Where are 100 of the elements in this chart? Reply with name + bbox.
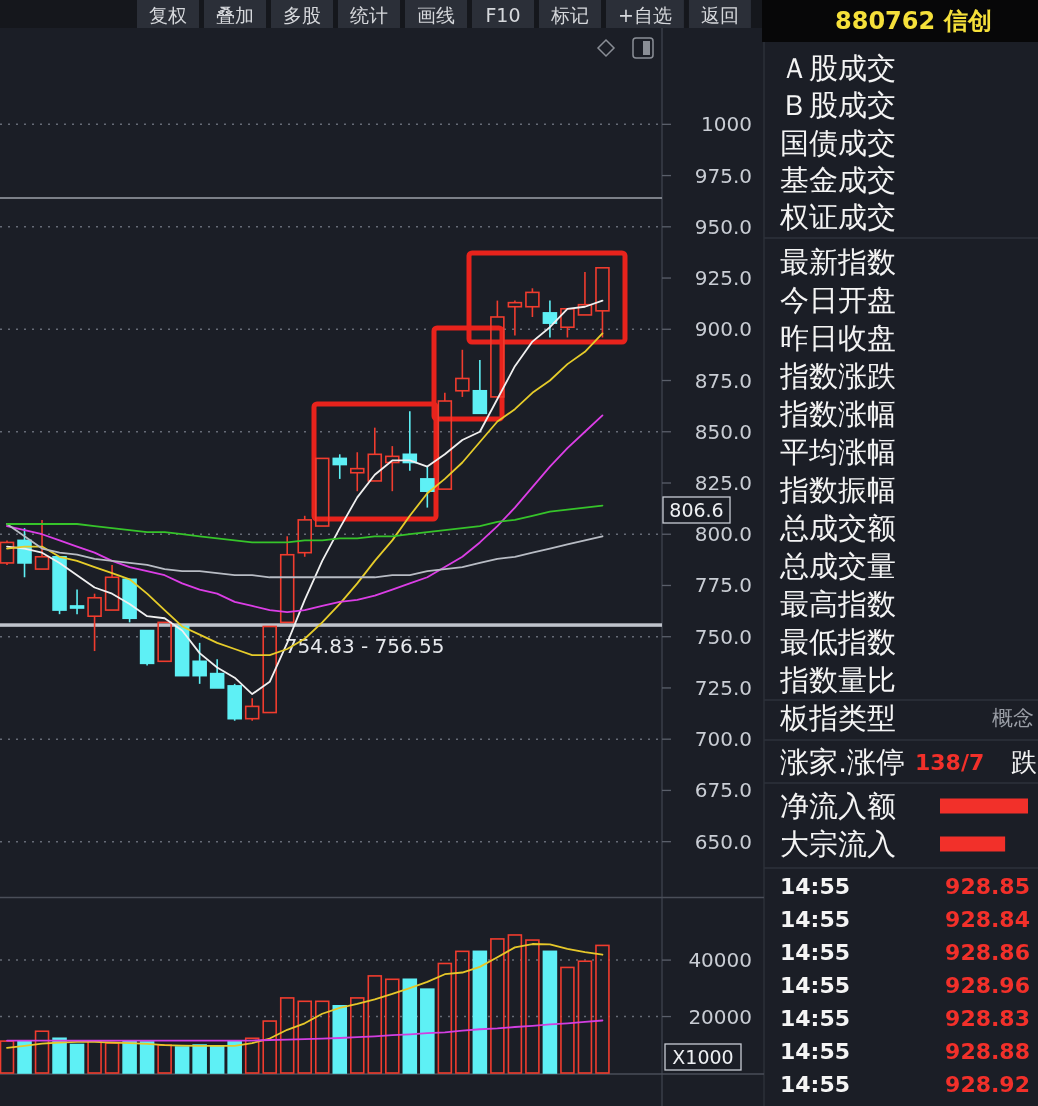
text: 跌 <box>1011 747 1037 777</box>
text: 叠加 <box>216 4 254 26</box>
bar <box>87 1040 102 1074</box>
bar <box>577 960 593 1074</box>
bar <box>472 950 488 1074</box>
y-tick-label: 675.0 <box>694 778 752 803</box>
bar <box>437 962 453 1074</box>
bar <box>367 975 383 1074</box>
bar <box>227 1040 242 1074</box>
text: 涨家.涨停 <box>780 745 906 779</box>
line-series <box>6 943 604 1049</box>
text: 928.92 <box>945 1071 1030 1097</box>
text: 指数涨跌 <box>779 359 896 393</box>
y-tick-label: 40000 <box>688 948 752 973</box>
bar <box>157 1044 172 1074</box>
y-tick-label: 825.0 <box>694 471 752 495</box>
text: 指数振幅 <box>779 473 896 507</box>
text: 总成交额 <box>779 511 896 545</box>
bar <box>420 988 435 1074</box>
bar <box>332 1005 348 1074</box>
bar <box>262 1020 277 1074</box>
text: 国债成交 <box>780 125 896 160</box>
y-tick-label: 900.0 <box>694 317 752 342</box>
bar <box>349 997 365 1074</box>
text: 806.6 <box>669 499 724 521</box>
text: 14:55 <box>780 873 851 899</box>
bar <box>314 1000 330 1074</box>
bar <box>122 1040 137 1074</box>
y-tick-label: 800.0 <box>694 522 752 547</box>
text: 权证成交 <box>779 200 896 235</box>
bar <box>192 1044 207 1074</box>
text: 14:55 <box>780 1071 851 1097</box>
text: 14:55 <box>780 939 851 965</box>
text: 板指类型 <box>779 701 896 735</box>
line-series <box>6 504 604 544</box>
text: 138/7 <box>915 749 985 775</box>
text: 平均涨幅 <box>780 435 896 469</box>
text: 总成交量 <box>779 549 896 583</box>
y-tick-label: 大宗流入 <box>780 827 896 861</box>
y-tick-label: 775.0 <box>694 573 752 598</box>
text: 14:55 <box>780 972 851 998</box>
bar <box>455 950 470 1074</box>
bar <box>507 934 523 1074</box>
text: 最高指数 <box>780 587 896 621</box>
bar <box>542 950 558 1074</box>
line-series <box>6 414 604 614</box>
text: F10 <box>485 4 521 26</box>
text: 基金成交 <box>780 162 896 197</box>
bar <box>244 1037 260 1074</box>
y-tick-label: 925.0 <box>694 266 752 291</box>
y-tick-label: 净流入额 <box>780 789 896 823</box>
bar <box>34 1030 50 1074</box>
bar <box>17 1040 32 1074</box>
line-series <box>6 1019 604 1042</box>
text: 统计 <box>350 4 388 26</box>
text: 928.96 <box>945 972 1030 998</box>
bar <box>402 978 418 1074</box>
text: 昨日收盘 <box>780 321 896 355</box>
y-tick-label: 725.0 <box>694 675 752 700</box>
bar <box>385 978 400 1074</box>
y-tick-label: 950.0 <box>694 214 752 239</box>
bar <box>490 938 505 1074</box>
text: 928.83 <box>945 1005 1030 1031</box>
text: 概念 <box>992 706 1034 730</box>
y-tick-label: 875.0 <box>694 368 752 393</box>
text: 指数涨幅 <box>779 397 896 431</box>
text: 指数量比 <box>779 663 896 697</box>
bar <box>525 939 540 1074</box>
y-tick-label: 650.0 <box>694 829 752 854</box>
text: 返回 <box>700 4 739 26</box>
text: 今日开盘 <box>780 283 896 317</box>
bar <box>209 1045 225 1074</box>
text: 928.85 <box>945 873 1030 899</box>
text: 标记 <box>550 4 589 26</box>
bar <box>139 1041 155 1074</box>
bar <box>52 1037 67 1074</box>
bar <box>279 997 295 1074</box>
text: 多股 <box>283 4 321 26</box>
line-series <box>6 523 604 579</box>
bar <box>560 966 575 1074</box>
text: Ｂ股成交 <box>780 88 896 123</box>
y-tick-label: 20000 <box>688 1004 752 1029</box>
text: 928.88 <box>945 1038 1030 1064</box>
text: 画线 <box>417 4 455 26</box>
text: +自选 <box>618 4 672 26</box>
band-label: 754.83 - 756.55 <box>284 633 445 658</box>
text: 最低指数 <box>780 625 896 659</box>
y-tick-label: 750.0 <box>694 624 752 649</box>
bar <box>174 1046 190 1074</box>
text: 928.84 <box>945 906 1030 932</box>
bar <box>69 1043 85 1074</box>
text: X1000 <box>672 1046 734 1068</box>
text: 复权 <box>149 4 187 26</box>
text: 最新指数 <box>780 245 896 279</box>
text: Ａ股成交 <box>780 51 896 85</box>
y-tick-label: 975.0 <box>694 163 752 188</box>
text: 880762 信创 <box>835 7 992 35</box>
y-tick-label: 1000 <box>701 112 752 137</box>
text: 928.86 <box>945 939 1030 965</box>
bar <box>104 1042 120 1074</box>
